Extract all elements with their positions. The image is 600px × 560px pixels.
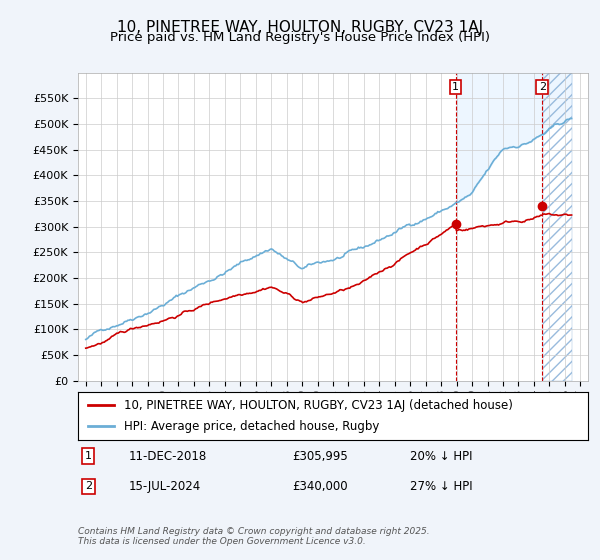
Text: Price paid vs. HM Land Registry's House Price Index (HPI): Price paid vs. HM Land Registry's House … <box>110 31 490 44</box>
Text: 10, PINETREE WAY, HOULTON, RUGBY, CV23 1AJ: 10, PINETREE WAY, HOULTON, RUGBY, CV23 1… <box>117 20 483 35</box>
Text: 2: 2 <box>85 482 92 492</box>
Text: 1: 1 <box>85 451 92 461</box>
Text: 11-DEC-2018: 11-DEC-2018 <box>129 450 207 463</box>
Text: Contains HM Land Registry data © Crown copyright and database right 2025.
This d: Contains HM Land Registry data © Crown c… <box>78 526 430 546</box>
Text: 10, PINETREE WAY, HOULTON, RUGBY, CV23 1AJ (detached house): 10, PINETREE WAY, HOULTON, RUGBY, CV23 1… <box>124 399 513 412</box>
Text: HPI: Average price, detached house, Rugby: HPI: Average price, detached house, Rugb… <box>124 420 379 433</box>
Text: 15-JUL-2024: 15-JUL-2024 <box>129 480 201 493</box>
Text: 27% ↓ HPI: 27% ↓ HPI <box>409 480 472 493</box>
Text: 20% ↓ HPI: 20% ↓ HPI <box>409 450 472 463</box>
Text: 2: 2 <box>539 82 546 92</box>
Text: £340,000: £340,000 <box>292 480 348 493</box>
Text: £305,995: £305,995 <box>292 450 348 463</box>
Text: 1: 1 <box>452 82 459 92</box>
